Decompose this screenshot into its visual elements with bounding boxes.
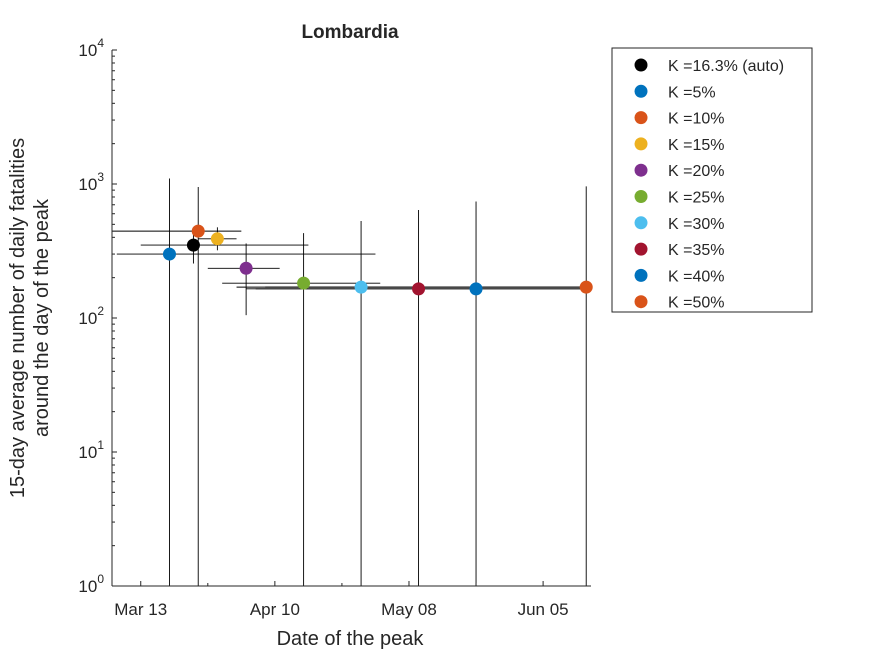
x-axis-label: Date of the peak bbox=[277, 628, 425, 650]
ticks-layer: Mar 13 Apr 10 May 08 Jun 05 100 101 102 103 104 bbox=[78, 36, 568, 619]
data-point bbox=[469, 282, 483, 296]
y-axis-label-line-1: 15-day average number of daily fatalitie… bbox=[7, 138, 29, 498]
x-tick-label: Apr 10 bbox=[250, 600, 300, 619]
data-point bbox=[239, 261, 253, 275]
y-tick-label: 102 bbox=[78, 304, 104, 328]
legend-label: K =30% bbox=[668, 216, 724, 233]
legend-marker bbox=[634, 58, 648, 72]
legend-marker bbox=[634, 137, 648, 151]
data-point bbox=[354, 280, 368, 294]
legend-items: K =16.3% (auto) K =5% K =10% K =15% K =20% K … bbox=[634, 58, 784, 312]
x-tick-label: Mar 13 bbox=[114, 600, 167, 619]
data-point bbox=[210, 232, 224, 246]
legend-marker bbox=[634, 163, 648, 177]
data-point bbox=[186, 238, 200, 252]
legend-label: K =40% bbox=[668, 268, 724, 285]
data-point bbox=[297, 276, 311, 290]
x-tick-label: May 08 bbox=[381, 600, 437, 619]
data-point bbox=[162, 247, 176, 261]
legend-marker bbox=[634, 190, 648, 203]
legend-label: K =16.3% (auto) bbox=[668, 58, 784, 75]
legend-label: K =25% bbox=[668, 190, 724, 207]
data-point bbox=[412, 282, 426, 296]
y-tick-label: 100 bbox=[78, 572, 104, 596]
legend-label: K =10% bbox=[668, 111, 724, 128]
legend-marker bbox=[634, 111, 648, 125]
legend-marker bbox=[634, 216, 648, 230]
legend-label: K =50% bbox=[668, 295, 724, 312]
legend: K =16.3% (auto) K =5% K =10% K =15% K =20% K … bbox=[611, 47, 813, 313]
legend-marker bbox=[634, 242, 648, 256]
chart-title: Lombardia bbox=[301, 22, 399, 43]
y-tick-label: 103 bbox=[78, 170, 104, 194]
errorbars-layer bbox=[112, 178, 591, 586]
data-point bbox=[191, 224, 205, 238]
data-point bbox=[579, 280, 593, 294]
y-tick-label: 104 bbox=[78, 36, 104, 60]
x-tick-label: Jun 05 bbox=[518, 600, 569, 619]
legend-label: K =20% bbox=[668, 163, 724, 180]
legend-marker bbox=[634, 84, 648, 98]
y-axis-label-line-2: around the day of the peak bbox=[31, 198, 53, 437]
legend-label: K =35% bbox=[668, 242, 724, 259]
legend-marker bbox=[634, 268, 648, 282]
markers-layer bbox=[162, 224, 593, 296]
legend-label: K =15% bbox=[668, 137, 724, 154]
legend-marker bbox=[634, 295, 648, 309]
axes-layer bbox=[111, 50, 591, 587]
y-tick-label: 101 bbox=[78, 438, 104, 462]
legend-label: K =5% bbox=[668, 84, 716, 101]
